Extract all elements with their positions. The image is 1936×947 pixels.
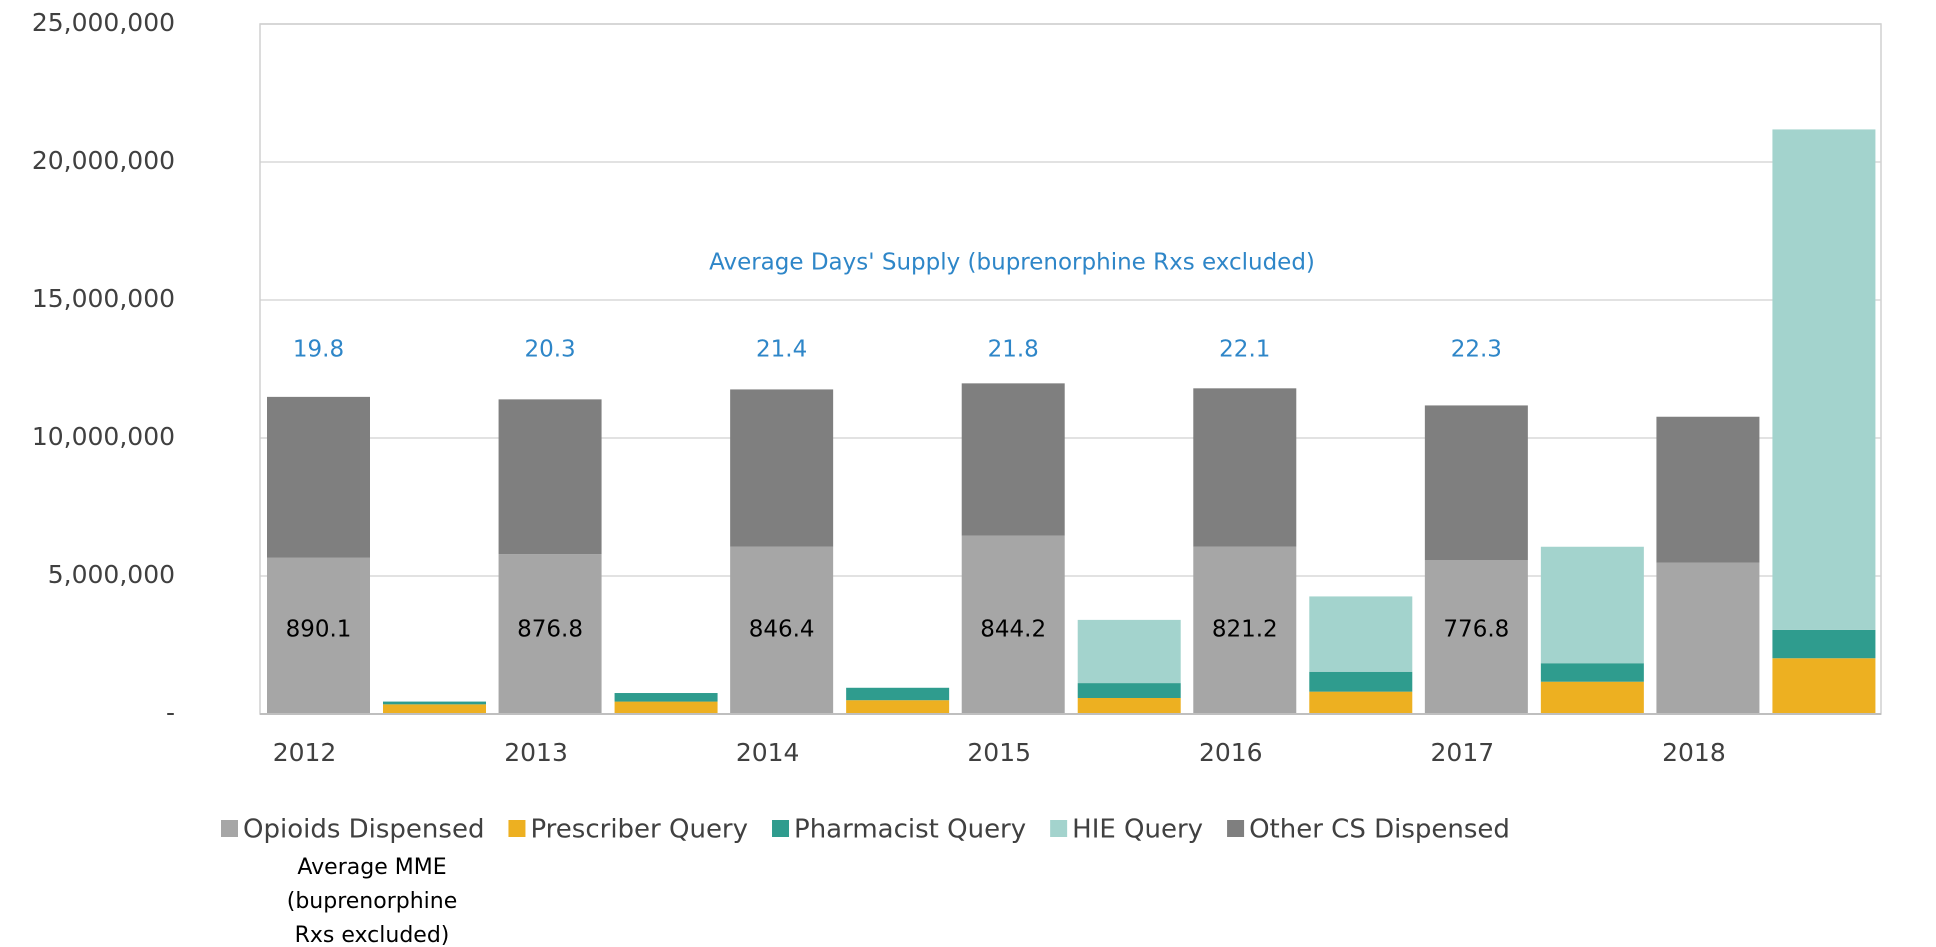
bar-segment: [1077, 697, 1181, 714]
bar-segment: [498, 399, 602, 555]
bar-segment: [1424, 560, 1528, 714]
mme-label: 846.4: [749, 617, 815, 643]
bar-segment: [1772, 658, 1876, 714]
bar-segment: [730, 389, 834, 547]
bar-segment: [614, 701, 718, 714]
bar-segment: [267, 557, 370, 714]
x-tick-label: 2012: [273, 738, 337, 767]
bar-segment: [1772, 629, 1876, 659]
x-tick-label: 2018: [1662, 738, 1726, 767]
y-tick-label: 25,000,000: [32, 8, 175, 37]
bar-segment: [1772, 129, 1876, 630]
bar-segment: [1656, 562, 1760, 714]
bar-segment: [1193, 546, 1297, 714]
bar-segment: [1193, 388, 1297, 547]
mme-title: Average MME: [297, 855, 446, 880]
x-tick-label: 2015: [967, 738, 1031, 767]
bar-segment: [383, 701, 486, 705]
legend-swatch: [508, 820, 526, 837]
legend-label: Prescriber Query: [530, 815, 748, 845]
days-supply-label: 19.8: [293, 337, 344, 363]
mme-label: 844.2: [980, 617, 1046, 643]
legend-swatch: [1227, 820, 1245, 837]
bar-segment: [1540, 546, 1644, 664]
bar-segment: [1424, 405, 1528, 561]
days-supply-label: 22.3: [1451, 337, 1502, 363]
bar-segment: [961, 535, 1065, 714]
days-supply-label: 21.8: [988, 337, 1039, 363]
mme-label: 890.1: [286, 617, 352, 643]
mme-label: 821.2: [1212, 617, 1278, 643]
bar-segment: [846, 687, 950, 701]
mme-label: 776.8: [1443, 617, 1509, 643]
legend-swatch: [221, 820, 238, 837]
mme-label: 876.8: [517, 617, 583, 643]
legend-swatch: [772, 820, 790, 837]
y-tick-label: -: [166, 698, 175, 727]
bar-segment: [267, 396, 370, 558]
bar-segment: [383, 704, 486, 714]
bar-segment: [846, 700, 950, 714]
y-tick-label: 10,000,000: [32, 422, 175, 451]
bar-segment: [1309, 671, 1413, 692]
bar-segment: [961, 383, 1065, 536]
bar-segment: [1309, 691, 1413, 714]
x-tick-label: 2014: [736, 738, 800, 767]
days-supply-title: Average Days' Supply (buprenorphine Rxs …: [709, 250, 1315, 276]
x-tick-label: 2017: [1431, 738, 1495, 767]
days-supply-label: 22.1: [1219, 337, 1270, 363]
x-tick-label: 2016: [1199, 738, 1263, 767]
bar-segment: [498, 554, 602, 714]
bar-segment: [1656, 416, 1760, 563]
legend-label: Opioids Dispensed: [243, 815, 484, 845]
bar-segment: [1540, 663, 1644, 682]
legend-label: Other CS Dispensed: [1249, 815, 1510, 845]
y-tick-label: 20,000,000: [32, 146, 175, 175]
bar-segment: [1540, 681, 1644, 714]
legend-label: HIE Query: [1072, 815, 1203, 845]
mme-title: (buprenorphine: [287, 889, 458, 914]
bar-segment: [1309, 596, 1413, 672]
mme-title: Rxs excluded): [295, 923, 450, 947]
legend-label: Pharmacist Query: [794, 815, 1026, 845]
x-tick-label: 2013: [504, 738, 568, 767]
y-tick-label: 5,000,000: [48, 560, 175, 589]
bar-segment: [1077, 683, 1181, 698]
bar-segment: [730, 546, 834, 714]
y-tick-label: 15,000,000: [32, 284, 175, 313]
bar-segment: [614, 693, 718, 702]
days-supply-label: 20.3: [524, 337, 575, 363]
days-supply-label: 21.4: [756, 337, 807, 363]
legend-swatch: [1050, 820, 1068, 837]
bar-segment: [1077, 619, 1181, 684]
